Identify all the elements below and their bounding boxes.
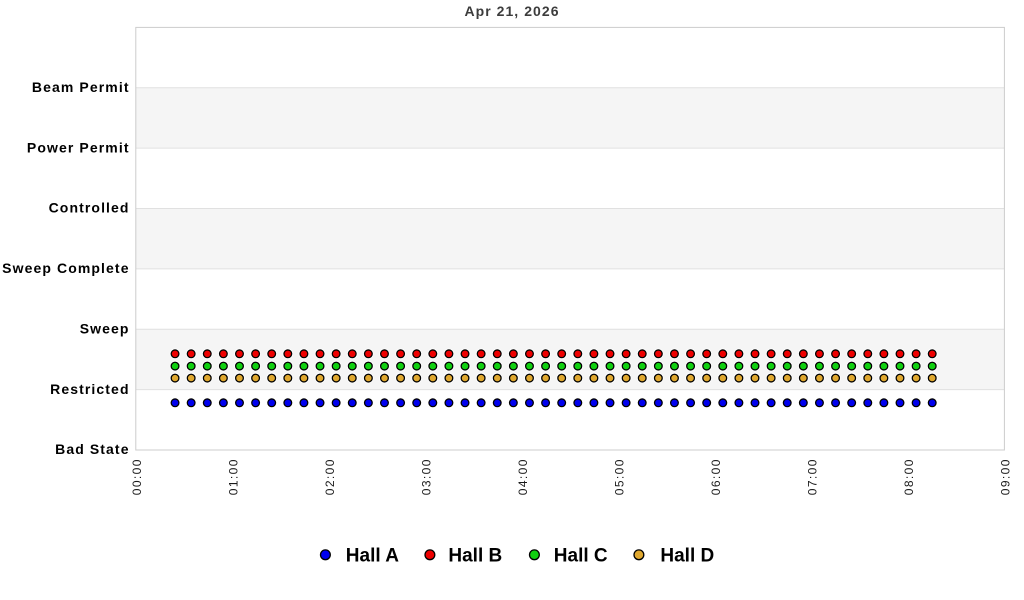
svg-text:07:00: 07:00 [806,458,820,495]
svg-text:Sweep: Sweep [80,320,130,336]
svg-text:Restricted: Restricted [50,381,129,397]
svg-text:Hall A: Hall A [346,545,399,566]
svg-text:Bad State: Bad State [55,441,129,457]
svg-text:04:00: 04:00 [516,458,530,495]
svg-text:Power Permit: Power Permit [27,139,130,155]
svg-text:09:00: 09:00 [999,458,1013,495]
svg-text:00:00: 00:00 [130,458,144,495]
svg-text:Hall D: Hall D [660,545,714,566]
svg-text:Beam Permit: Beam Permit [32,79,130,95]
svg-text:01:00: 01:00 [227,458,241,495]
svg-text:08:00: 08:00 [902,458,916,495]
svg-text:05:00: 05:00 [613,458,627,495]
svg-text:Controlled: Controlled [49,200,130,216]
svg-text:02:00: 02:00 [323,458,337,495]
svg-text:Hall C: Hall C [554,545,608,566]
svg-text:Sweep Complete: Sweep Complete [2,260,129,276]
svg-text:03:00: 03:00 [420,458,434,495]
svg-text:Hall B: Hall B [448,545,502,566]
svg-text:Apr 21, 2026: Apr 21, 2026 [464,3,559,19]
svg-text:06:00: 06:00 [709,458,723,495]
